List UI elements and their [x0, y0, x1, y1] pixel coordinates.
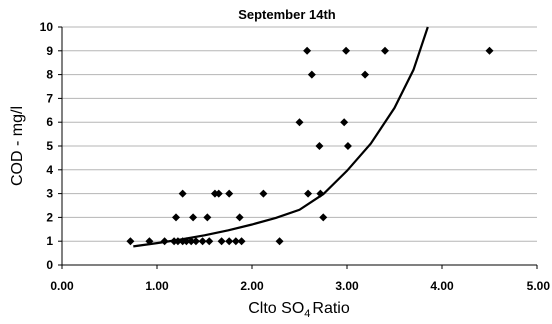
data-point	[319, 213, 328, 222]
y-axis-title: COD - mg/l	[9, 106, 26, 186]
data-point	[307, 70, 316, 79]
data-points	[126, 46, 494, 246]
data-point	[275, 237, 284, 246]
x-axis-title: Clto SO4 Ratio	[248, 300, 350, 320]
x-axis-title-subscript: 4	[304, 308, 310, 320]
data-point	[316, 189, 325, 198]
y-tick-label: 3	[46, 187, 53, 201]
x-tick-label: 0.00	[50, 279, 74, 293]
data-point	[485, 46, 494, 55]
chart-title: September 14th	[238, 7, 336, 22]
data-point	[225, 237, 234, 246]
x-tick-label: 5.00	[527, 279, 551, 293]
data-point	[340, 118, 349, 127]
data-point	[361, 70, 370, 79]
y-tick-label: 5	[46, 139, 53, 153]
data-point	[173, 237, 182, 246]
y-tick-label: 7	[46, 91, 53, 105]
data-point	[303, 46, 312, 55]
x-tick-labels: 0.00 1.00 2.00 3.00 4.00 5.00	[50, 279, 550, 293]
x-tick-label: 2.00	[240, 279, 264, 293]
data-point	[203, 213, 212, 222]
data-point	[126, 237, 135, 246]
y-tick-labels: 0 1 2 3 4 5 6 7 8 9 10	[40, 20, 54, 272]
data-point	[205, 237, 214, 246]
y-tick-label: 0	[46, 258, 53, 272]
y-tick-label: 2	[46, 210, 53, 224]
data-point	[225, 189, 234, 198]
data-point	[342, 46, 351, 55]
data-point	[217, 237, 226, 246]
data-point	[231, 237, 240, 246]
data-point	[145, 237, 154, 246]
y-tick-label: 9	[46, 44, 53, 58]
data-point	[315, 142, 324, 150]
data-point	[182, 237, 191, 246]
data-point	[259, 189, 268, 198]
data-point	[381, 46, 389, 55]
x-axis-title-main: Clto SO	[248, 300, 304, 317]
data-point	[187, 237, 196, 246]
x-tick-label: 4.00	[430, 279, 454, 293]
trendline	[133, 26, 429, 248]
data-point	[172, 213, 180, 222]
y-tick-label: 1	[46, 234, 53, 248]
y-tick-label: 8	[46, 68, 53, 82]
x-tick-label: 3.00	[335, 279, 359, 293]
y-tick-label: 4	[46, 163, 53, 177]
data-point	[198, 237, 207, 246]
x-tick-label: 1.00	[145, 279, 169, 293]
data-point	[189, 213, 198, 222]
data-point	[235, 213, 244, 222]
data-point	[191, 237, 200, 246]
data-point	[160, 237, 169, 246]
x-axis-title-rest: Ratio	[312, 300, 349, 317]
y-tick-label: 10	[40, 20, 54, 34]
y-tick-label: 6	[46, 115, 53, 129]
data-point	[343, 142, 352, 150]
data-point	[304, 189, 313, 198]
data-point	[214, 189, 223, 198]
data-point	[295, 118, 304, 127]
data-point	[178, 189, 187, 198]
axes	[58, 26, 538, 269]
data-point	[237, 237, 246, 246]
